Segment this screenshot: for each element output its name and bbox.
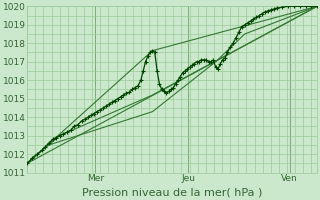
- X-axis label: Pression niveau de la mer( hPa ): Pression niveau de la mer( hPa ): [82, 187, 262, 197]
